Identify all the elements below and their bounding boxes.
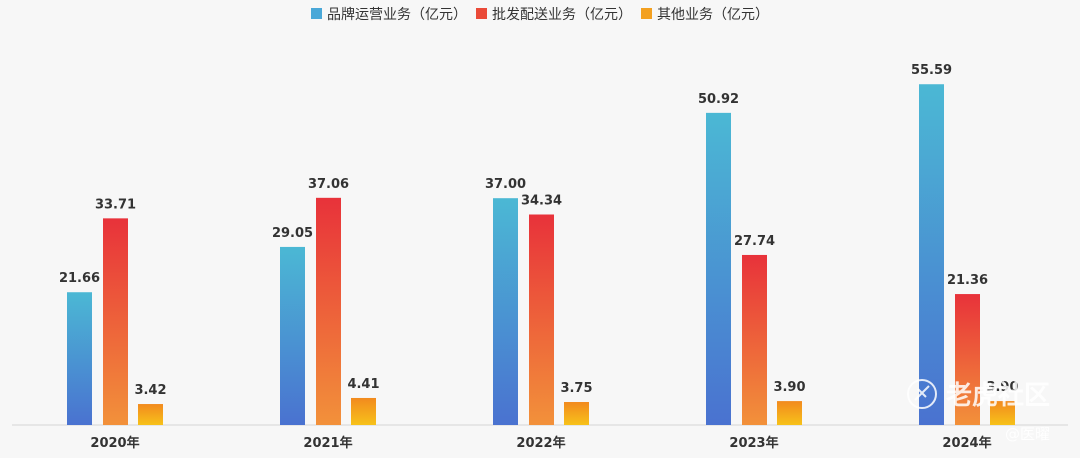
x-tick-label-4: 2024年 [942, 435, 991, 451]
bar-series-3-1 [351, 397, 376, 425]
value-label-series-3-1: 4.41 [347, 377, 379, 392]
x-tick-label-2: 2022年 [516, 435, 565, 451]
x-tick-label-0: 2020年 [90, 435, 139, 451]
bar-series-3-0 [138, 404, 163, 425]
bar-series-1-2 [493, 198, 518, 425]
x-tick-labels: 2020年 2021年 2022年 2023年 2024年 [90, 435, 991, 451]
bar-series-1-1 [280, 246, 305, 425]
x-tick-label-3: 2023年 [729, 435, 778, 451]
bar-series-2-2 [529, 214, 554, 425]
legend: 品牌运营业务（亿元） 批发配送业务（亿元） 其他业务（亿元） [311, 6, 769, 23]
value-label-series-2-4: 21.36 [947, 273, 988, 288]
legend-label-series-2: 批发配送业务（亿元） [492, 7, 632, 23]
value-label-series-3-0: 3.42 [134, 383, 166, 398]
tiger-paw-icon-stroke [914, 385, 930, 401]
x-tick-label-1: 2021年 [303, 435, 352, 451]
bar-series-2-3 [742, 254, 767, 425]
legend-label-series-1: 品牌运营业务（亿元） [327, 6, 467, 23]
value-label-series-3-4: 3.90 [986, 380, 1018, 395]
value-label-series-3-3: 3.90 [773, 380, 805, 395]
value-label-series-1-3: 50.92 [698, 92, 739, 107]
legend-label-series-3: 其他业务（亿元） [657, 7, 769, 23]
bar-series-3-2 [564, 402, 589, 425]
bar-series-1-3 [706, 112, 731, 425]
watermark: 老虎社区 @医曜 [907, 379, 1050, 443]
value-label-series-2-2: 34.34 [521, 193, 562, 208]
legend-swatch-series-3 [641, 8, 652, 19]
tiger-paw-icon [907, 379, 937, 409]
watermark-sub-text: @医曜 [1005, 425, 1050, 443]
bar-series-1-0 [67, 292, 92, 425]
value-label-series-1-2: 37.00 [485, 177, 526, 192]
value-label-series-1-0: 21.66 [59, 271, 100, 286]
value-label-series-1-4: 55.59 [911, 63, 952, 78]
watermark-main-text: 老虎社区 [946, 380, 1050, 411]
bar-series-2-4 [955, 294, 980, 425]
value-label-series-3-2: 3.75 [560, 381, 592, 396]
bar-series-1-4 [919, 84, 944, 425]
legend-swatch-series-1 [311, 8, 322, 19]
value-label-series-2-1: 37.06 [308, 177, 349, 192]
legend-swatch-series-2 [476, 8, 487, 19]
value-label-series-2-0: 33.71 [95, 197, 136, 212]
bar-series-2-1 [316, 197, 341, 425]
value-label-series-1-1: 29.05 [272, 226, 313, 241]
bar-series-3-4 [990, 401, 1015, 425]
bar-series-3-3 [777, 401, 802, 425]
bar-series-2-0 [103, 218, 128, 425]
value-label-series-2-3: 27.74 [734, 234, 775, 249]
